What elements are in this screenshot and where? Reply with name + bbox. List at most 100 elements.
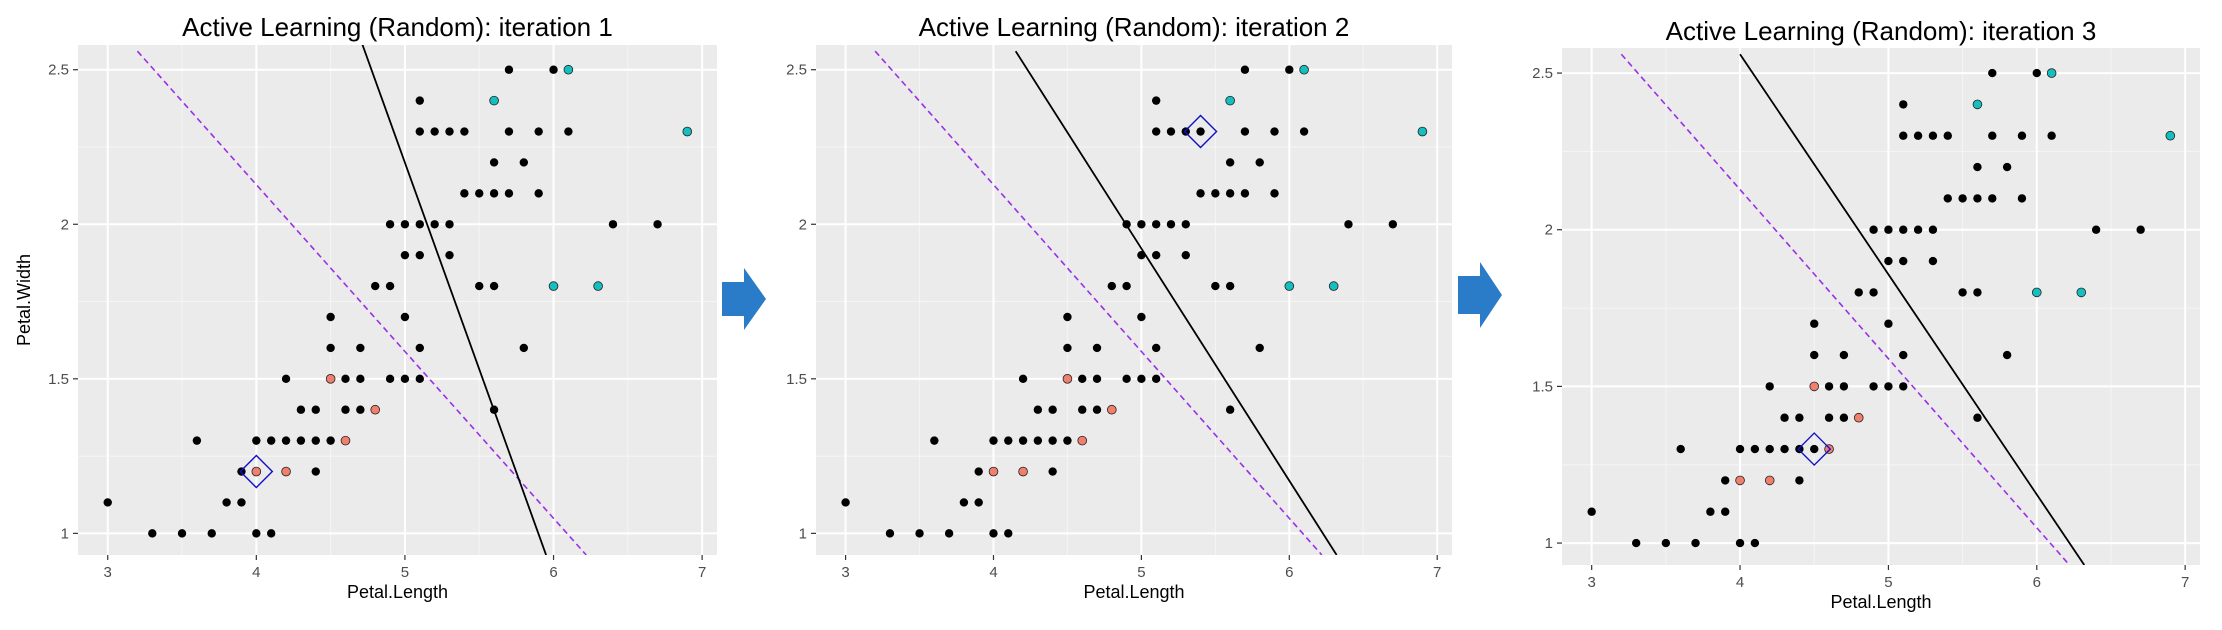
unlabeled-point <box>415 96 424 105</box>
unlabeled-point <box>1721 507 1730 516</box>
unlabeled-point <box>2002 162 2012 172</box>
unlabeled-point <box>1211 281 1220 291</box>
unlabeled-point <box>1958 288 1967 297</box>
x-tick-label: 5 <box>1137 564 1145 581</box>
unlabeled-point <box>326 436 335 445</box>
x-tick-label: 4 <box>989 564 997 581</box>
unlabeled-point <box>1240 189 1250 198</box>
y-axis-label: Petal.Width <box>14 254 34 346</box>
labeled-point-class-a <box>251 466 262 477</box>
unlabeled-point <box>460 127 469 136</box>
unlabeled-point <box>1735 444 1745 454</box>
unlabeled-point <box>1092 343 1102 353</box>
unlabeled-point <box>1270 189 1279 198</box>
unlabeled-point <box>841 498 850 507</box>
unlabeled-point <box>445 220 454 229</box>
unlabeled-point <box>356 405 365 414</box>
unlabeled-point <box>974 498 983 507</box>
unlabeled-point <box>915 529 924 538</box>
unlabeled-point <box>1122 220 1131 229</box>
y-tick-label: 1.5 <box>48 371 69 388</box>
unlabeled-point <box>1107 281 1117 291</box>
unlabeled-point <box>1765 382 1774 391</box>
unlabeled-point <box>266 529 276 538</box>
y-tick-label: 1.5 <box>1532 378 1553 395</box>
labeled-point-class-a <box>1018 466 1028 477</box>
unlabeled-point <box>1780 413 1789 422</box>
unlabeled-point <box>1839 413 1849 422</box>
unlabeled-point <box>1122 374 1131 384</box>
unlabeled-point <box>356 374 365 384</box>
decision-boundary-line <box>361 45 547 555</box>
unlabeled-point <box>989 529 998 538</box>
unlabeled-point <box>1973 288 1982 297</box>
y-tick-label: 2 <box>1545 222 1553 239</box>
unlabeled-point <box>519 343 529 353</box>
unlabeled-point <box>1691 538 1700 548</box>
unlabeled-point <box>489 281 499 291</box>
unlabeled-point <box>1735 538 1745 548</box>
unlabeled-point <box>1973 194 1982 203</box>
x-tick-label: 6 <box>549 564 557 581</box>
unlabeled-point <box>400 250 410 260</box>
unlabeled-point <box>1048 405 1057 414</box>
decision-boundary-line <box>1014 50 1338 555</box>
unlabeled-point <box>1839 350 1849 360</box>
labeled-point-class-a <box>988 466 999 477</box>
labeled-point-class-b <box>1225 95 1235 106</box>
unlabeled-point <box>489 405 499 414</box>
unlabeled-point <box>1078 374 1087 384</box>
unlabeled-point <box>475 189 484 198</box>
y-tick-label: 2.5 <box>786 62 807 79</box>
labeled-point-class-a <box>1735 475 1745 486</box>
plot-panel <box>78 45 717 555</box>
unlabeled-point <box>1240 65 1250 74</box>
unlabeled-point <box>222 498 231 507</box>
y-tick-label: 2.5 <box>48 62 69 79</box>
decision-boundary-line <box>1739 53 2086 565</box>
unlabeled-point <box>534 189 543 198</box>
unlabeled-point <box>1151 220 1161 229</box>
unlabeled-point <box>1151 96 1161 105</box>
unlabeled-point <box>1151 250 1161 260</box>
y-tick-label: 1 <box>61 525 69 542</box>
unlabeled-point <box>1899 131 1908 140</box>
unlabeled-point <box>1137 250 1146 260</box>
unlabeled-point <box>1388 220 1398 229</box>
x-tick-label: 6 <box>2033 574 2041 591</box>
x-axis-label: Petal.Length <box>1830 592 1931 612</box>
scatter-plot-iteration-1: 3 4 5 6 7 1 1.5 2 2.5 Active Learning (Random): i… <box>14 12 717 602</box>
unlabeled-point <box>400 312 410 322</box>
unlabeled-point <box>1181 220 1190 229</box>
dashed-boundary-line <box>136 50 587 555</box>
unlabeled-point <box>1899 225 1908 234</box>
labeled-point-class-b <box>2165 130 2176 141</box>
chart-title: Active Learning (Random): iteration 3 <box>1666 16 2097 46</box>
unlabeled-point <box>1795 444 1804 454</box>
unlabeled-point <box>281 436 291 445</box>
unlabeled-point <box>415 127 424 136</box>
unlabeled-point <box>356 343 365 353</box>
unlabeled-point <box>1943 194 1952 203</box>
unlabeled-point <box>1913 131 1923 140</box>
x-tick-label: 3 <box>1588 574 1596 591</box>
unlabeled-point <box>1255 158 1264 167</box>
unlabeled-point <box>1033 405 1043 414</box>
labeled-point-class-b <box>2046 68 2057 78</box>
unlabeled-point <box>371 281 380 291</box>
unlabeled-point <box>1122 281 1131 291</box>
unlabeled-point <box>1225 158 1235 167</box>
unlabeled-point <box>430 127 439 136</box>
unlabeled-point <box>252 529 261 538</box>
query-diamond-marker <box>239 454 274 489</box>
y-tick-label: 1.5 <box>786 371 807 388</box>
unlabeled-point <box>1810 350 1819 360</box>
labeled-point-class-b <box>2031 287 2042 298</box>
x-axis-label: Petal.Length <box>347 582 448 602</box>
unlabeled-point <box>1211 189 1220 198</box>
unlabeled-point <box>519 158 529 167</box>
unlabeled-point <box>1092 374 1102 384</box>
chart-title: Active Learning (Random): iteration 2 <box>919 12 1350 42</box>
unlabeled-point <box>1824 413 1834 422</box>
unlabeled-point <box>1824 382 1834 391</box>
